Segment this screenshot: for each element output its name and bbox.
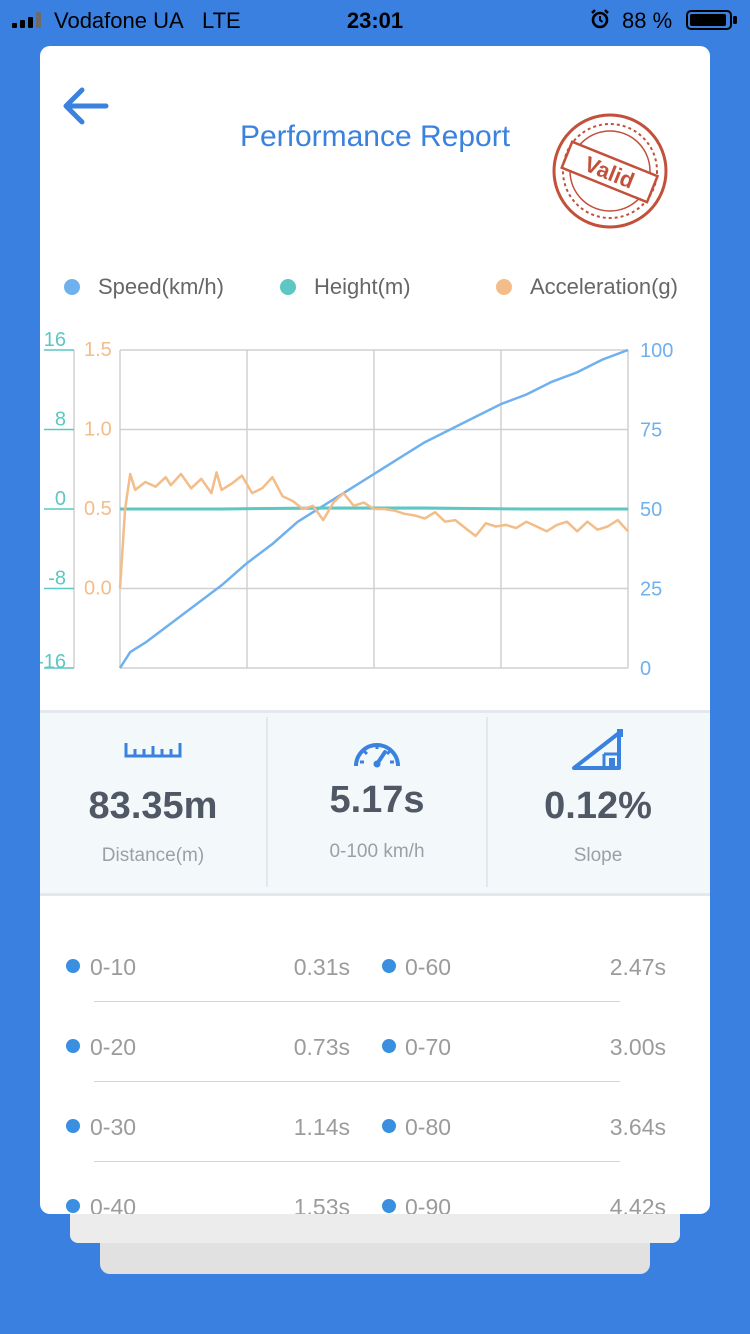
- ruler-icon: [124, 743, 182, 758]
- table-row: 0-10 0.31s 0-60 2.47s: [40, 946, 710, 986]
- acceleration-series-line: [118, 471, 629, 589]
- back-arrow-icon[interactable]: [58, 84, 112, 130]
- speed-range: 0-90: [405, 1194, 452, 1214]
- row-divider: [94, 1161, 620, 1162]
- bullet-dot: [66, 959, 80, 973]
- stat-label: Slope: [573, 845, 623, 866]
- stat-value: 83.35m: [88, 785, 218, 827]
- report-card: Performance Report Valid Speed(km/h) Hei…: [40, 46, 710, 1214]
- bullet-dot: [66, 1039, 80, 1053]
- split-time: 3.00s: [609, 1034, 666, 1060]
- acceleration-axis-label: 0.5: [84, 498, 112, 520]
- legend-label: Height(m): [314, 274, 411, 299]
- speed-axis-label: 0: [640, 658, 651, 680]
- background-card-2: [100, 1240, 650, 1274]
- split-time: 1.14s: [293, 1114, 350, 1140]
- legend-label: Speed(km/h): [98, 274, 224, 299]
- legend-item-height[interactable]: Height(m): [280, 272, 411, 302]
- speed-range: 0-20: [90, 1034, 137, 1060]
- speed-axis-label: 100: [640, 340, 673, 362]
- acceleration-axis-label: 1.0: [84, 419, 112, 441]
- legend-dot: [496, 278, 512, 295]
- performance-chart: 16 8 0 -8 -16 1.5 1.0 0.5 0.0 100 75 50 25 0: [40, 329, 673, 680]
- table-row: 0-40 1.53s 0-90 4.42s: [40, 1186, 710, 1214]
- height-axis-label: 0: [55, 488, 66, 510]
- stat-value: 5.17s: [329, 779, 425, 821]
- acceleration-axis-label: 0.0: [84, 578, 112, 600]
- network-label: LTE: [202, 8, 241, 33]
- row-divider: [94, 1081, 620, 1082]
- carrier-label: Vodafone UA LTE: [54, 8, 241, 33]
- stat-label: Distance(m): [101, 845, 205, 866]
- stat-value: 0.12%: [544, 785, 652, 827]
- speed-axis-label: 75: [640, 420, 662, 442]
- split-time: 0.31s: [293, 954, 350, 980]
- legend-dot: [280, 278, 296, 295]
- status-bar: Vodafone UA LTE 23:01 88 %: [0, 0, 750, 40]
- bullet-dot: [382, 1199, 396, 1213]
- valid-stamp: Valid: [552, 113, 668, 229]
- height-axis-label: 16: [44, 329, 66, 351]
- page-title: Performance Report: [239, 120, 511, 153]
- speed-axis-label: 50: [640, 499, 662, 521]
- speed-range: 0-10: [90, 954, 137, 980]
- stat-acceleration-time: 5.17s 0-100 km/h: [268, 713, 486, 887]
- stat-label: 0-100 km/h: [329, 841, 425, 862]
- speed-range: 0-40: [90, 1194, 137, 1214]
- stat-slope: 0.12% Slope: [488, 713, 708, 887]
- speed-range: 0-30: [90, 1114, 137, 1140]
- speed-range: 0-80: [405, 1114, 452, 1140]
- bullet-dot: [382, 959, 396, 973]
- split-time: 1.53s: [293, 1194, 350, 1214]
- table-row: 0-30 1.14s 0-80 3.64s: [40, 1106, 710, 1146]
- speedometer-icon: [354, 743, 400, 768]
- table-row: 0-20 0.73s 0-70 3.00s: [40, 1026, 710, 1066]
- bullet-dot: [382, 1119, 396, 1133]
- split-time: 0.73s: [293, 1034, 350, 1060]
- height-axis-label: 8: [55, 409, 66, 431]
- signal-icon: [12, 12, 41, 28]
- legend-label: Acceleration(g): [530, 274, 678, 299]
- legend-item-acceleration[interactable]: Acceleration(g): [496, 272, 678, 302]
- divider: [486, 717, 488, 887]
- legend-dot: [64, 278, 80, 295]
- legend-item-speed[interactable]: Speed(km/h): [64, 272, 224, 302]
- speed-range: 0-60: [405, 954, 452, 980]
- speed-series-line: [118, 348, 629, 669]
- split-time: 4.42s: [609, 1194, 666, 1214]
- divider: [266, 717, 268, 887]
- alarm-icon: [591, 9, 609, 29]
- slope-icon: [572, 729, 623, 770]
- height-axis-label: -16: [40, 651, 66, 673]
- stat-distance: 83.35m Distance(m): [40, 713, 266, 887]
- speed-range: 0-70: [405, 1034, 452, 1060]
- battery-percentage: 88 %: [622, 8, 673, 33]
- height-axis-label: -8: [48, 568, 66, 590]
- split-time: 2.47s: [609, 954, 666, 980]
- speed-axis-label: 25: [640, 579, 662, 601]
- bullet-dot: [382, 1039, 396, 1053]
- acceleration-axis-label: 1.5: [84, 339, 112, 361]
- battery-icon: [686, 10, 737, 30]
- split-time: 3.64s: [609, 1114, 666, 1140]
- bullet-dot: [66, 1119, 80, 1133]
- row-divider: [94, 1001, 620, 1002]
- stats-panel: 83.35m Distance(m) 5.17s 0-100 km/h 0.12…: [40, 710, 710, 896]
- clock: 23:01: [346, 8, 404, 33]
- bullet-dot: [66, 1199, 80, 1213]
